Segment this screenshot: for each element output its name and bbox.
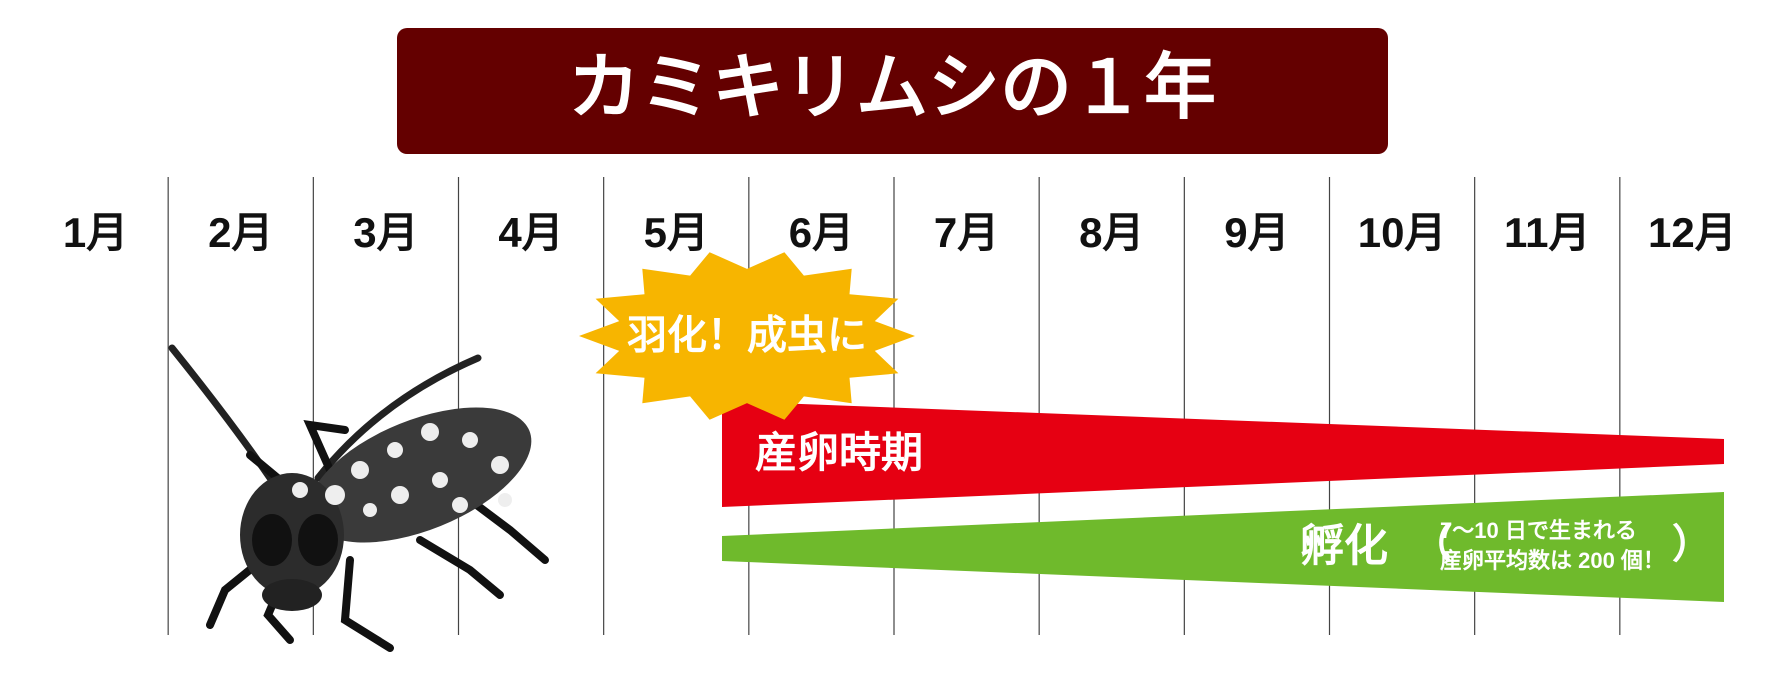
note-close-paren: ）	[1672, 523, 1712, 567]
month-label: 3月	[353, 209, 418, 256]
month-label: 6月	[789, 209, 854, 256]
beetle-illustration	[168, 344, 549, 652]
month-label: 10月	[1358, 209, 1447, 256]
month-label: 5月	[644, 209, 709, 256]
emergence-label: 羽化！成虫に	[627, 314, 867, 358]
hatching-label: 孵化	[1300, 522, 1388, 571]
note-open-paren: （	[1412, 523, 1452, 567]
title: カミキリムシの１年	[568, 48, 1216, 128]
month-label: 1月	[63, 209, 128, 256]
note-line: 産卵平均数は 200 個！	[1440, 548, 1665, 573]
title-box	[397, 28, 1388, 154]
note-line: 7〜10 日で生まれる	[1440, 518, 1637, 543]
month-label: 4月	[498, 209, 563, 256]
month-label: 12月	[1648, 209, 1737, 256]
hatching-band	[722, 492, 1724, 602]
emergence-burst	[579, 252, 915, 420]
egg-laying-band	[722, 401, 1724, 507]
month-label: 11月	[1504, 209, 1590, 256]
month-label: 8月	[1079, 209, 1144, 256]
egg-laying-label: 産卵時期	[755, 429, 923, 476]
month-label: 2月	[208, 209, 273, 256]
month-label: 7月	[934, 209, 999, 256]
month-label: 9月	[1224, 209, 1289, 256]
